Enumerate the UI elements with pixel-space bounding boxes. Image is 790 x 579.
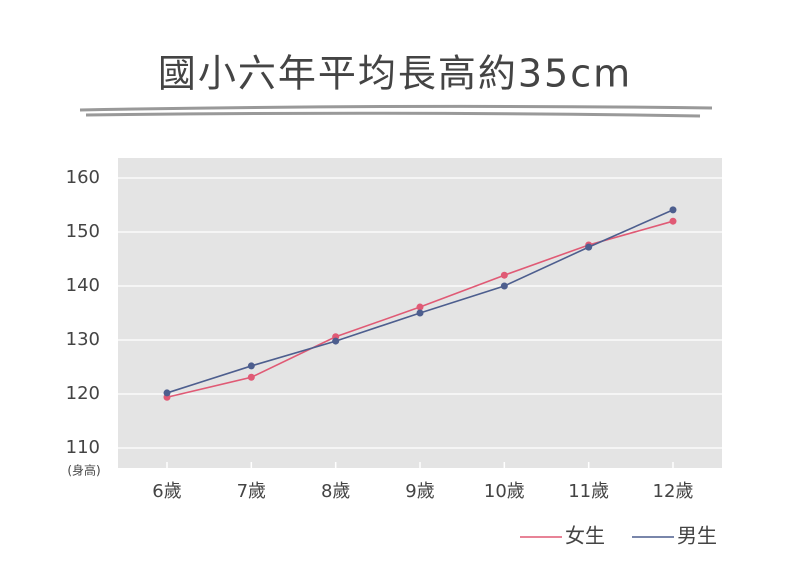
x-tick-label: 7歲 xyxy=(237,481,266,502)
chart-title: 國小六年平均長高約35cm xyxy=(158,52,632,96)
y-tick-label: 160 xyxy=(66,167,100,188)
y-tick-label: 140 xyxy=(66,275,100,296)
y-tick-label: 130 xyxy=(66,329,100,350)
data-point xyxy=(669,206,677,214)
x-tick-label: 9歲 xyxy=(405,481,434,502)
legend-label: 女生 xyxy=(565,524,605,548)
x-tick-label: 12歲 xyxy=(653,481,694,502)
y-tick-label: 110 xyxy=(66,437,100,458)
y-tick-label: 150 xyxy=(66,221,100,242)
data-point xyxy=(416,303,424,311)
title-underline xyxy=(79,104,713,118)
data-point xyxy=(500,271,508,279)
data-point xyxy=(416,309,424,317)
x-tick-label: 10歲 xyxy=(484,481,525,502)
data-point xyxy=(247,373,255,381)
data-point xyxy=(163,389,171,397)
data-point xyxy=(669,217,677,225)
x-tick-label: 8歲 xyxy=(321,481,350,502)
data-point xyxy=(585,243,593,251)
legend-label: 男生 xyxy=(677,524,717,548)
data-point xyxy=(247,362,255,370)
y-tick-label: 120 xyxy=(66,383,100,404)
data-point xyxy=(500,282,508,290)
y-axis-label: (身高) xyxy=(67,463,100,478)
x-tick-label: 11歲 xyxy=(568,481,609,502)
x-tick-label: 6歲 xyxy=(152,481,181,502)
data-point xyxy=(332,337,340,345)
